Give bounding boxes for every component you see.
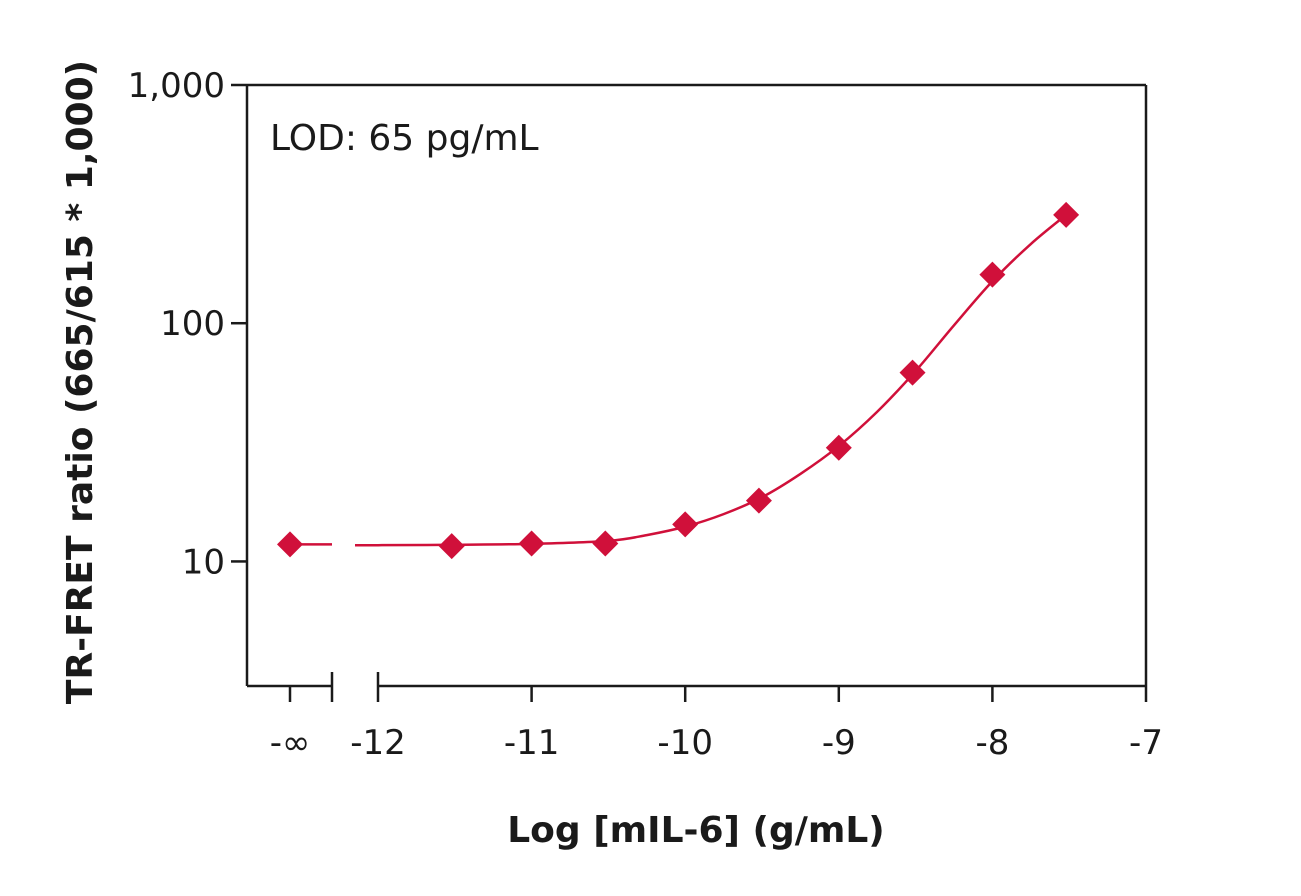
- data-point-diamond: [592, 530, 619, 557]
- data-point-diamond: [979, 261, 1006, 288]
- data-point-diamond: [277, 531, 303, 558]
- data-point-diamond: [438, 533, 465, 560]
- plot-frame: [245, 83, 1148, 702]
- fit-curve: [290, 213, 1067, 547]
- y-tick-label: 100: [160, 304, 225, 344]
- x-tick-label: -∞: [270, 723, 311, 763]
- x-tick-label: -10: [657, 723, 713, 763]
- x-axis-title: Log [mIL-6] (g/mL): [507, 810, 885, 851]
- x-tick-label: -7: [1129, 723, 1163, 763]
- y-tick-label: 1,000: [128, 66, 225, 106]
- y-axis-title: TR-FRET ratio (665/615 * 1,000): [60, 60, 101, 704]
- data-point-diamond: [1053, 201, 1080, 228]
- x-axis: -∞ -12 -11 -10 -9 -8 -7: [270, 686, 1163, 763]
- data-point-diamond: [825, 434, 852, 461]
- y-axis: 10 100 1,000: [128, 66, 247, 582]
- fit-curve-line: [354, 213, 1067, 547]
- x-tick-label: -8: [975, 723, 1009, 763]
- lod-annotation: LOD: 65 pg/mL: [270, 118, 539, 159]
- data-point-diamond: [899, 359, 926, 386]
- data-point-diamond: [672, 511, 699, 538]
- data-markers: [277, 201, 1080, 560]
- y-tick-label: 10: [182, 542, 225, 582]
- x-tick-label: -12: [350, 723, 406, 763]
- x-tick-label: -9: [822, 723, 856, 763]
- data-point-diamond: [518, 530, 545, 557]
- x-tick-label: -11: [504, 723, 560, 763]
- data-point-diamond: [745, 487, 772, 514]
